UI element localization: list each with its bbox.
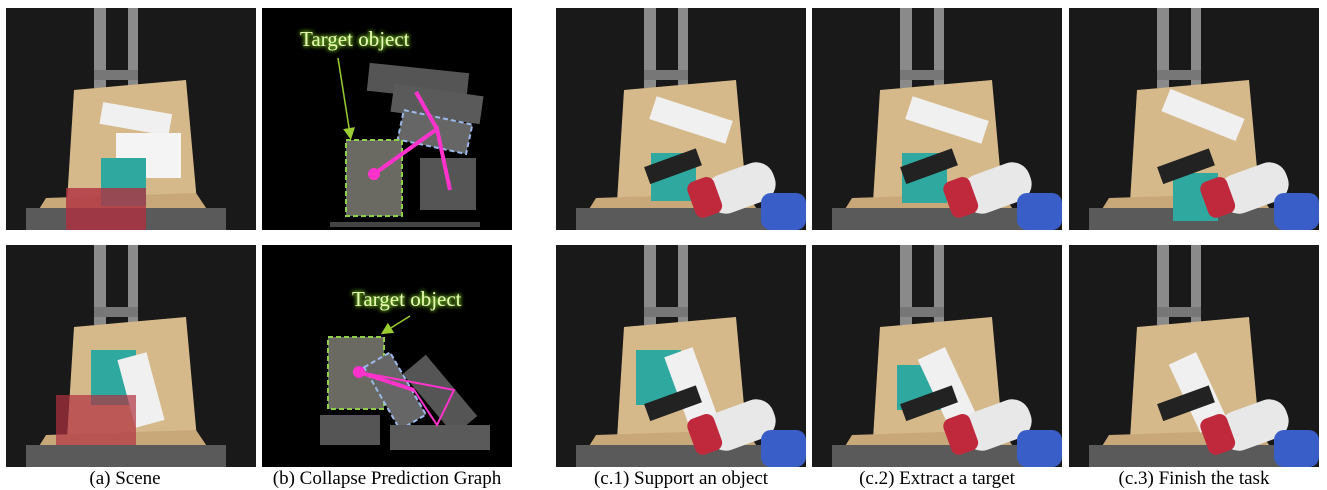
figure: Target object Target object (a) Scene (b… [0, 0, 1327, 490]
depth-graph-2: Target object [262, 245, 512, 467]
caption: (c.1) Support an object [594, 468, 769, 489]
photo-step-1 [556, 8, 806, 230]
photo-step-3 [1069, 8, 1319, 230]
annotation: Target object [352, 287, 462, 311]
photo-step-2 [812, 8, 1062, 230]
photo-step-4 [556, 245, 806, 467]
page: Target object Target object (a) Scene (b… [0, 0, 1327, 490]
photo-scene-1 [6, 8, 256, 230]
annotation: Target object [300, 27, 410, 51]
depth-graph-1: Target object [262, 8, 512, 230]
caption: (a) Scene [89, 468, 160, 489]
caption: (c.3) Finish the task [1119, 468, 1270, 489]
caption: (c.2) Extract a target [859, 468, 1016, 489]
photo-scene-2 [6, 245, 256, 467]
photo-step-5 [812, 245, 1062, 467]
caption: (b) Collapse Prediction Graph [273, 468, 502, 489]
photo-step-6 [1069, 245, 1319, 467]
